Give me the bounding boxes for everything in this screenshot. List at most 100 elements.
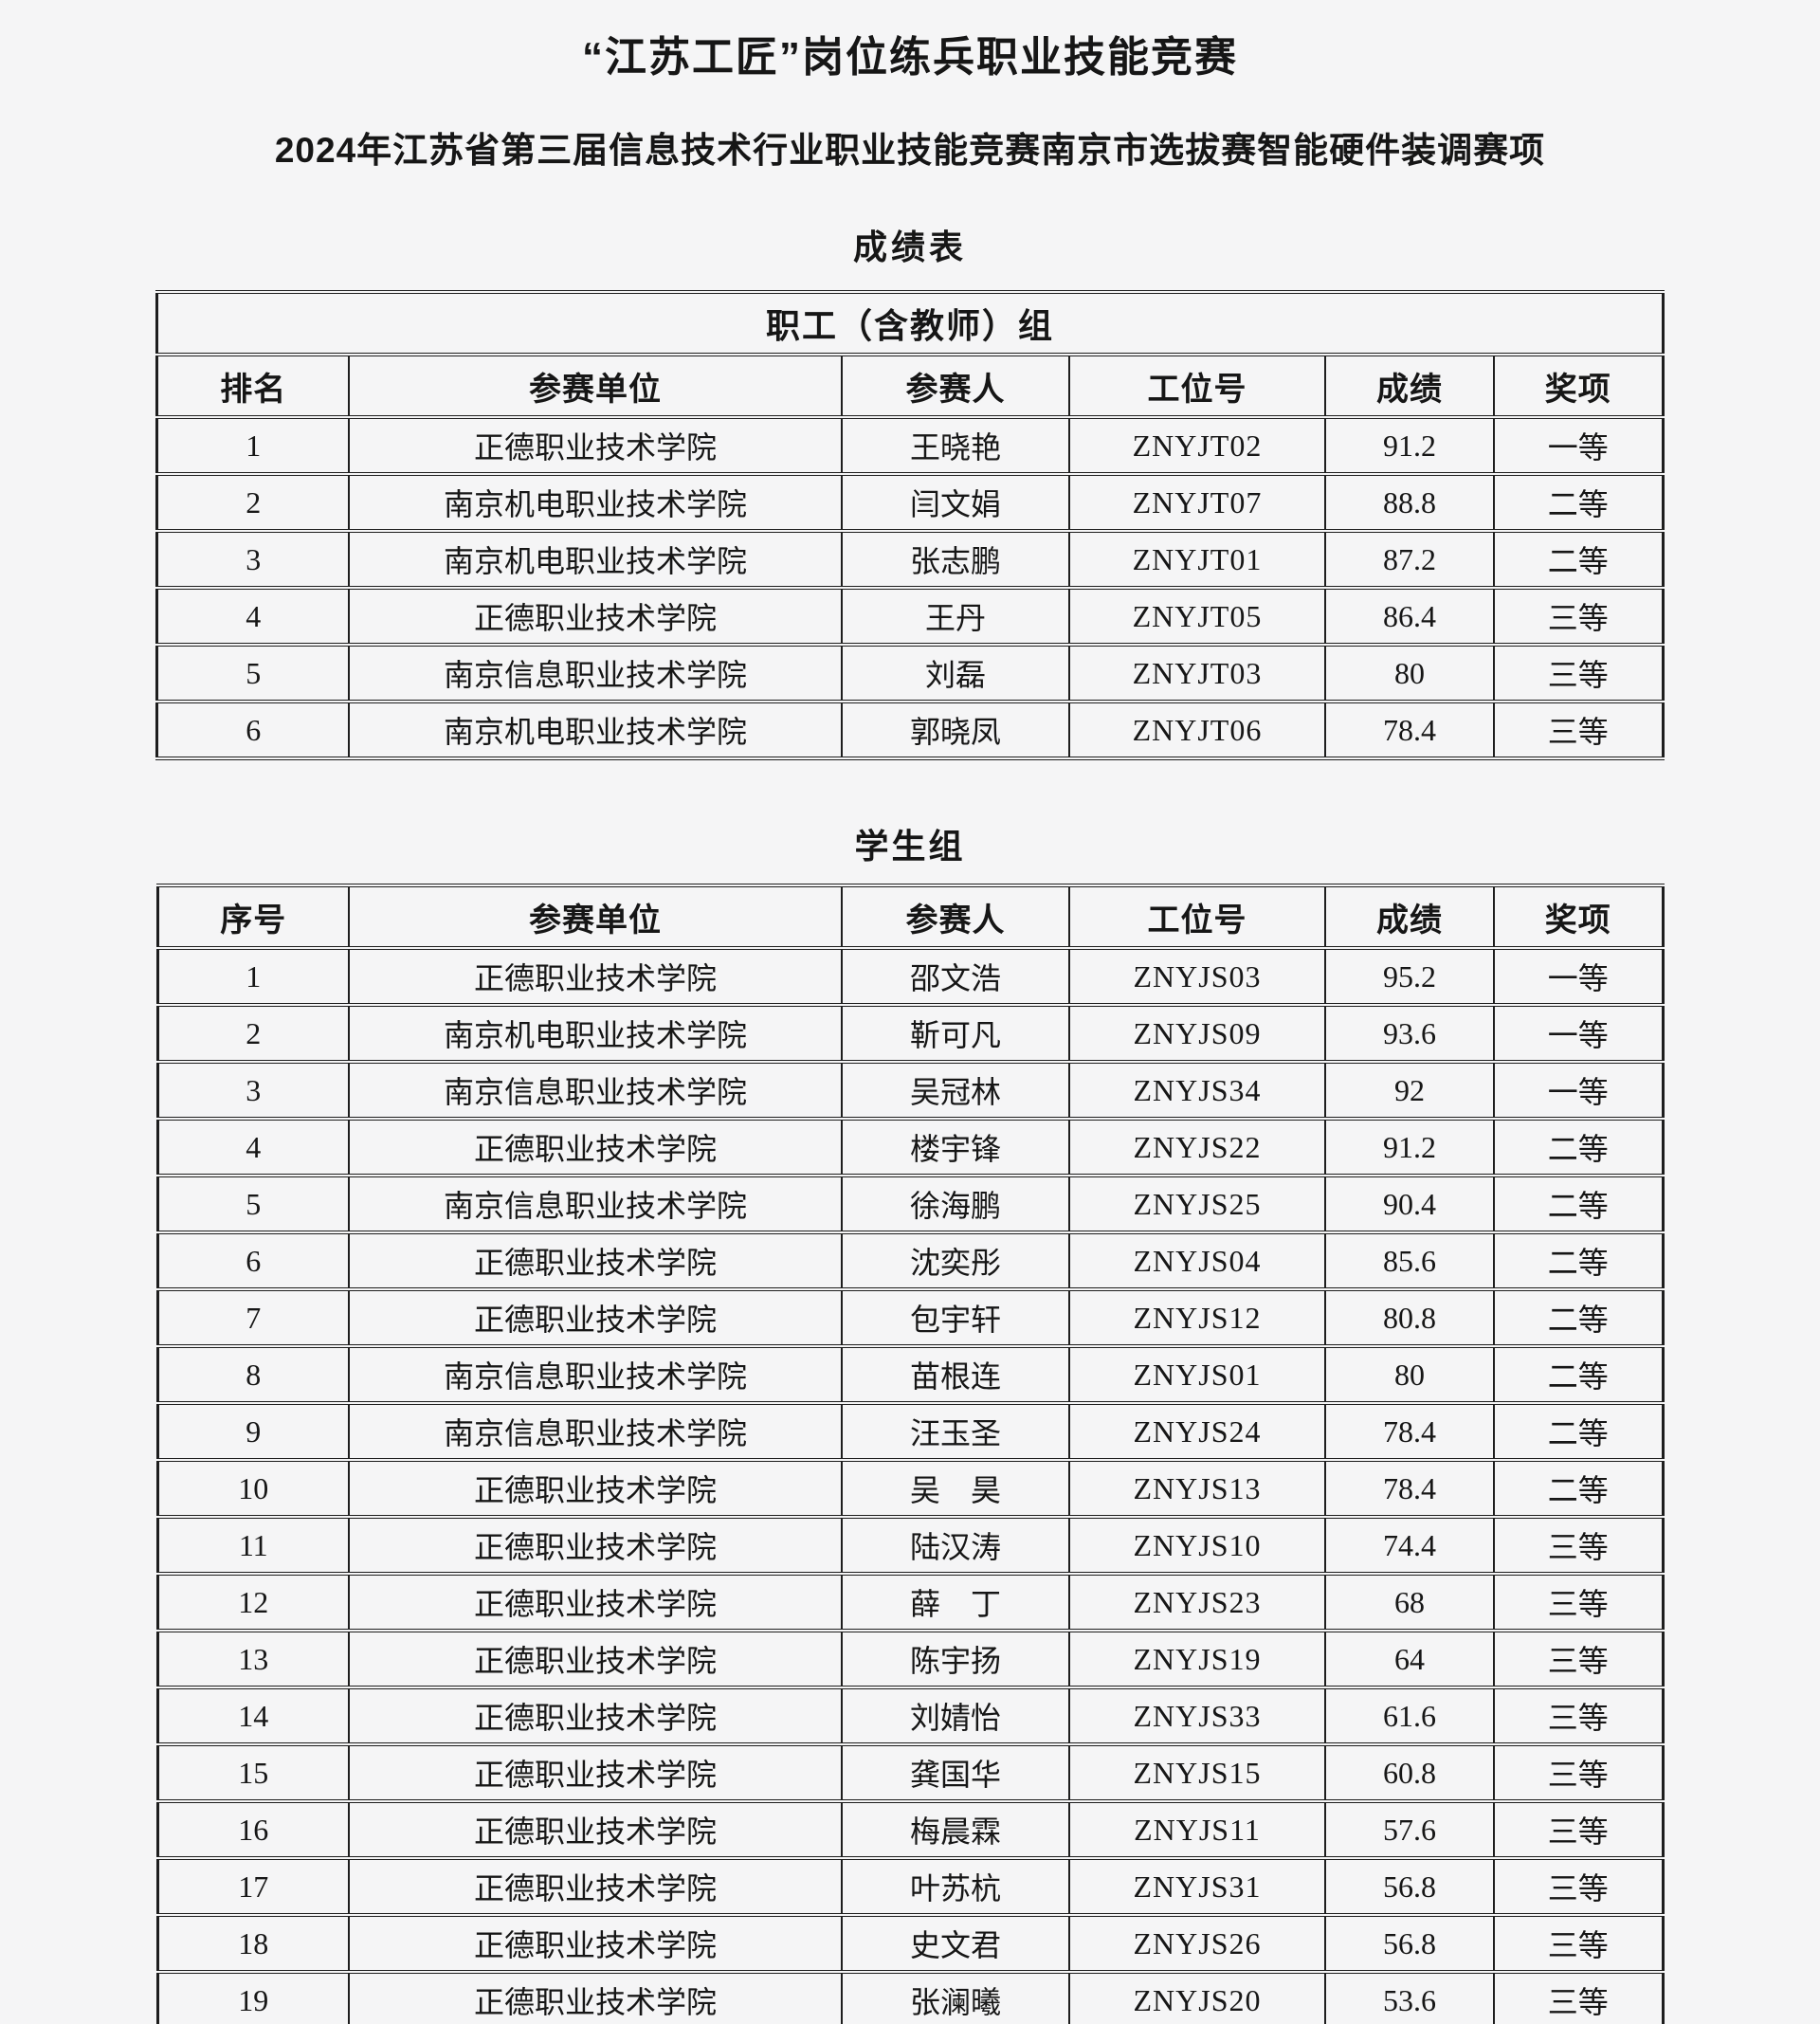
cell-station: ZNYJS09 bbox=[1068, 1003, 1326, 1064]
cell-award: 一等 bbox=[1493, 946, 1664, 1007]
score-sheet-heading: 成绩表 bbox=[852, 228, 967, 266]
cell-station: ZNYJS34 bbox=[1068, 1060, 1326, 1121]
cell-unit: 正德职业技术学院 bbox=[348, 1515, 843, 1576]
cell-unit: 正德职业技术学院 bbox=[348, 1629, 843, 1689]
cell-award: 二等 bbox=[1493, 1174, 1664, 1234]
cell-score: 80.8 bbox=[1324, 1287, 1495, 1348]
cell-serial: 5 bbox=[156, 1174, 350, 1234]
cell-award: 三等 bbox=[1493, 1572, 1664, 1632]
column-header-unit: 参赛单位 bbox=[348, 884, 843, 950]
staff-group-header-row: 职工（含教师）组 bbox=[155, 290, 1665, 356]
student-table-section: 序号 参赛单位 参赛人 工位号 成绩 奖项 1 正德职业技术学院 邵文浩 ZNY… bbox=[0, 884, 1820, 2024]
cell-score: 78.4 bbox=[1324, 1458, 1495, 1519]
cell-serial: 8 bbox=[156, 1344, 350, 1405]
student-table-row: 2 南京机电职业技术学院 靳可凡 ZNYJS09 93.6 一等 bbox=[156, 1003, 1664, 1064]
cell-station: ZNYJS26 bbox=[1068, 1913, 1326, 1974]
cell-name: 陈宇扬 bbox=[841, 1629, 1070, 1689]
cell-name: 汪玉圣 bbox=[841, 1401, 1070, 1462]
cell-unit: 正德职业技术学院 bbox=[348, 1799, 843, 1860]
column-header-score: 成绩 bbox=[1323, 353, 1495, 419]
cell-unit: 南京机电职业技术学院 bbox=[347, 700, 843, 760]
cell-score: 87.2 bbox=[1323, 529, 1495, 590]
cell-station: ZNYJS19 bbox=[1068, 1629, 1326, 1689]
cell-serial: 14 bbox=[156, 1686, 350, 1746]
cell-score: 90.4 bbox=[1324, 1174, 1495, 1234]
cell-score: 56.8 bbox=[1324, 1913, 1495, 1974]
cell-award: 二等 bbox=[1493, 1458, 1664, 1519]
cell-award: 二等 bbox=[1492, 529, 1665, 590]
column-header-award: 奖项 bbox=[1492, 353, 1665, 419]
student-table-row: 11 正德职业技术学院 陆汉涛 ZNYJS10 74.4 三等 bbox=[156, 1515, 1664, 1576]
column-header-station: 工位号 bbox=[1068, 884, 1326, 950]
cell-name: 王晓艳 bbox=[840, 415, 1070, 476]
cell-score: 86.4 bbox=[1323, 586, 1495, 647]
page-title: “江苏工匠”岗位练兵职业技能竞赛 bbox=[582, 34, 1238, 81]
cell-unit: 南京信息职业技术学院 bbox=[348, 1401, 843, 1462]
cell-unit: 南京机电职业技术学院 bbox=[348, 1003, 843, 1064]
staff-table-row: 2 南京机电职业技术学院 闫文娟 ZNYJT07 88.8 二等 bbox=[155, 472, 1665, 533]
cell-serial: 11 bbox=[156, 1515, 350, 1576]
cell-score: 91.2 bbox=[1324, 1117, 1495, 1177]
cell-score: 57.6 bbox=[1324, 1799, 1495, 1860]
cell-unit: 正德职业技术学院 bbox=[348, 1117, 843, 1177]
column-header-score: 成绩 bbox=[1324, 884, 1495, 950]
cell-rank: 5 bbox=[155, 643, 350, 703]
column-header-unit: 参赛单位 bbox=[347, 353, 843, 419]
student-table-row: 4 正德职业技术学院 楼宇锋 ZNYJS22 91.2 二等 bbox=[156, 1117, 1664, 1177]
cell-award: 三等 bbox=[1493, 1913, 1664, 1974]
cell-station: ZNYJT03 bbox=[1067, 643, 1326, 703]
cell-unit: 正德职业技术学院 bbox=[348, 1970, 843, 2024]
cell-serial: 18 bbox=[156, 1913, 350, 1974]
cell-name: 苗根连 bbox=[841, 1344, 1070, 1405]
cell-name: 叶苏杭 bbox=[841, 1856, 1070, 1917]
cell-name: 刘磊 bbox=[840, 643, 1070, 703]
cell-station: ZNYJS12 bbox=[1068, 1287, 1326, 1348]
student-table-row: 3 南京信息职业技术学院 吴冠林 ZNYJS34 92 一等 bbox=[156, 1060, 1664, 1121]
cell-award: 二等 bbox=[1493, 1231, 1664, 1291]
cell-name: 薛 丁 bbox=[841, 1572, 1070, 1632]
cell-name: 刘婧怡 bbox=[841, 1686, 1070, 1746]
cell-award: 三等 bbox=[1493, 1686, 1664, 1746]
cell-score: 56.8 bbox=[1324, 1856, 1495, 1917]
cell-score: 80 bbox=[1323, 643, 1495, 703]
cell-award: 二等 bbox=[1493, 1287, 1664, 1348]
cell-station: ZNYJS01 bbox=[1068, 1344, 1326, 1405]
student-score-table: 序号 参赛单位 参赛人 工位号 成绩 奖项 1 正德职业技术学院 邵文浩 ZNY… bbox=[155, 884, 1665, 2024]
cell-name: 史文君 bbox=[841, 1913, 1070, 1974]
cell-station: ZNYJT06 bbox=[1067, 700, 1326, 760]
cell-score: 80 bbox=[1324, 1344, 1495, 1405]
cell-unit: 正德职业技术学院 bbox=[347, 586, 843, 647]
staff-column-header-row: 排名 参赛单位 参赛人 工位号 成绩 奖项 bbox=[155, 353, 1665, 419]
cell-serial: 2 bbox=[156, 1003, 350, 1064]
cell-unit: 正德职业技术学院 bbox=[348, 1686, 843, 1746]
cell-score: 74.4 bbox=[1324, 1515, 1495, 1576]
cell-name: 梅晨霖 bbox=[841, 1799, 1070, 1860]
cell-name: 张志鹏 bbox=[840, 529, 1070, 590]
cell-score: 64 bbox=[1324, 1629, 1495, 1689]
student-table-row: 16 正德职业技术学院 梅晨霖 ZNYJS11 57.6 三等 bbox=[156, 1799, 1664, 1860]
cell-award: 三等 bbox=[1492, 643, 1665, 703]
cell-name: 邵文浩 bbox=[841, 946, 1070, 1007]
student-table-row: 12 正德职业技术学院 薛 丁 ZNYJS23 68 三等 bbox=[156, 1572, 1664, 1632]
column-header-award: 奖项 bbox=[1493, 884, 1664, 950]
cell-award: 二等 bbox=[1493, 1344, 1664, 1405]
cell-name: 吴冠林 bbox=[841, 1060, 1070, 1121]
cell-award: 三等 bbox=[1493, 1856, 1664, 1917]
cell-award: 三等 bbox=[1493, 1799, 1664, 1860]
cell-station: ZNYJS33 bbox=[1068, 1686, 1326, 1746]
cell-station: ZNYJS13 bbox=[1068, 1458, 1326, 1519]
cell-name: 靳可凡 bbox=[841, 1003, 1070, 1064]
cell-station: ZNYJS24 bbox=[1068, 1401, 1326, 1462]
cell-name: 龚国华 bbox=[841, 1742, 1070, 1803]
cell-award: 一等 bbox=[1493, 1060, 1664, 1121]
student-table-row: 7 正德职业技术学院 包宇轩 ZNYJS12 80.8 二等 bbox=[156, 1287, 1664, 1348]
column-header-name: 参赛人 bbox=[841, 884, 1070, 950]
cell-unit: 南京机电职业技术学院 bbox=[347, 529, 843, 590]
student-table-row: 17 正德职业技术学院 叶苏杭 ZNYJS31 56.8 三等 bbox=[156, 1856, 1664, 1917]
page-subtitle: 2024年江苏省第三届信息技术行业职业技能竞赛南京市选拔赛智能硬件装调赛项 bbox=[274, 131, 1546, 170]
cell-award: 二等 bbox=[1493, 1401, 1664, 1462]
cell-serial: 7 bbox=[156, 1287, 350, 1348]
student-group-title: 学生组 bbox=[854, 827, 966, 866]
cell-station: ZNYJS25 bbox=[1068, 1174, 1326, 1234]
cell-serial: 9 bbox=[156, 1401, 350, 1462]
